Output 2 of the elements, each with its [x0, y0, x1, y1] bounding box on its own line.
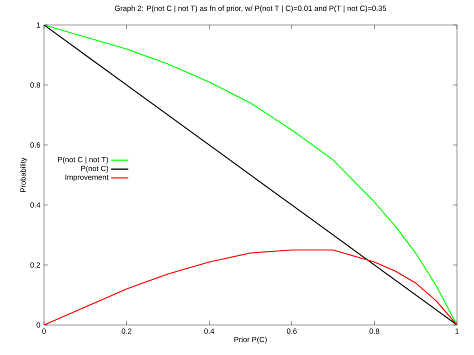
line-series	[44, 249, 457, 325]
line-series	[44, 24, 457, 325]
